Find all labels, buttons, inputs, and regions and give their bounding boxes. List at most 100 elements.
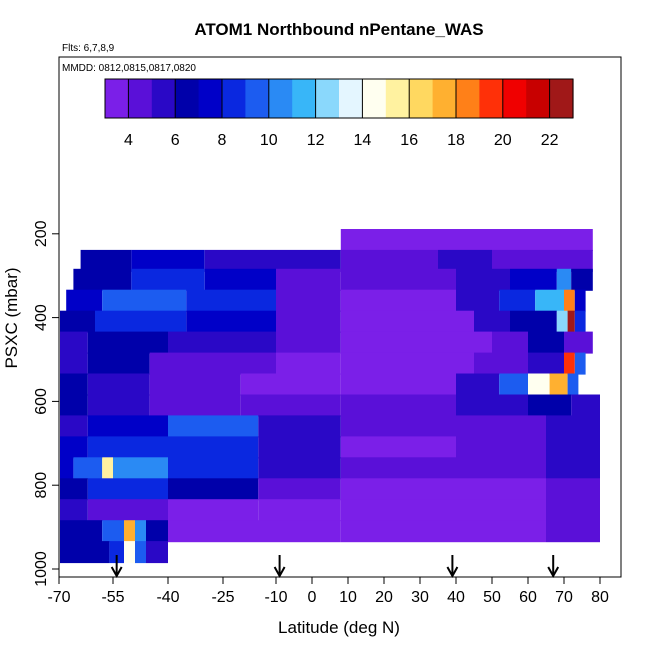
heatmap-cell xyxy=(146,541,168,564)
heatmap-cell xyxy=(340,520,546,543)
colorbar-swatch xyxy=(549,79,574,118)
heatmap-cell xyxy=(60,499,88,522)
colorbar-swatch xyxy=(432,79,457,118)
heatmap-cell xyxy=(574,310,586,333)
heatmap-cell xyxy=(564,331,593,354)
heatmap-cell xyxy=(102,457,113,480)
heatmap-cell xyxy=(456,268,510,291)
heatmap-cell xyxy=(87,436,168,459)
y-tick-label: 200 xyxy=(33,220,50,247)
heatmap-cell xyxy=(456,289,500,312)
colorbar-tick-label: 12 xyxy=(307,132,325,149)
colorbar-tick-label: 4 xyxy=(124,132,133,149)
heatmap-cell xyxy=(546,415,600,438)
heatmap-cell xyxy=(340,229,593,251)
colorbar-swatch xyxy=(315,79,340,118)
heatmap-cell xyxy=(73,268,132,291)
heatmap-cell xyxy=(456,478,546,501)
x-tick-label: 0 xyxy=(308,589,317,606)
arrow-head xyxy=(446,566,459,579)
x-tick-label: -25 xyxy=(211,589,234,606)
heatmap-cell xyxy=(528,373,550,396)
heatmap-cell xyxy=(340,478,456,501)
heatmap-cell xyxy=(168,499,259,522)
heatmap-cell xyxy=(574,289,586,312)
y-axis: 200 400 600 800 1000 xyxy=(33,220,59,587)
colorbar-tick-label: 8 xyxy=(218,132,227,149)
heatmap-cell xyxy=(528,394,572,417)
heatmap-cell xyxy=(549,373,568,396)
heatmap-cell xyxy=(528,352,564,375)
x-tick-label: 50 xyxy=(483,589,501,606)
heatmap-cell xyxy=(276,268,341,291)
heatmap-cell xyxy=(510,310,557,333)
colorbar-tick-label: 16 xyxy=(400,132,418,149)
heatmap-cell xyxy=(340,289,456,312)
x-tick-label: 60 xyxy=(519,589,537,606)
heatmap-cell xyxy=(556,268,572,291)
heatmap-cell xyxy=(131,249,205,272)
colorbar-swatch xyxy=(105,79,129,118)
colorbar-swatch xyxy=(198,79,223,118)
heatmap-cell xyxy=(340,249,438,272)
heatmap-cell xyxy=(149,373,241,396)
colorbar-swatch xyxy=(385,79,410,118)
heatmap-cell xyxy=(492,249,528,272)
x-axis-label: Latitude (deg N) xyxy=(278,618,400,637)
colorbar-swatch xyxy=(479,79,504,118)
heatmap-cell xyxy=(60,436,88,459)
heatmap-cell xyxy=(60,310,95,333)
heatmap-cell xyxy=(146,520,168,543)
heatmap-cell xyxy=(102,289,187,312)
heatmap-cell xyxy=(168,436,259,459)
colorbar-tick-label: 14 xyxy=(354,132,372,149)
heatmap-cell xyxy=(340,310,474,333)
heatmap-cell xyxy=(276,289,341,312)
colorbar-frame xyxy=(104,78,574,119)
heatmap-cell xyxy=(456,394,528,417)
heatmap-cell xyxy=(168,520,341,543)
heatmap-cell xyxy=(204,268,276,291)
heatmap-cell xyxy=(556,310,568,333)
colorbar-swatch xyxy=(175,79,200,118)
heatmap-cell xyxy=(571,268,593,291)
heatmap-cell xyxy=(60,373,88,396)
x-tick-label: 40 xyxy=(447,589,465,606)
heatmap-cell xyxy=(510,268,557,291)
heatmap-cell xyxy=(60,331,88,354)
heatmap-cell xyxy=(456,415,546,438)
heatmap-cell xyxy=(80,249,132,272)
colorbar-swatch xyxy=(339,79,363,118)
heatmap-cell xyxy=(340,373,456,396)
flights-label: Flts: 6,7,8,9 xyxy=(62,43,115,54)
heatmap-cell xyxy=(456,436,546,459)
heatmap-cell xyxy=(499,373,528,396)
heatmap-cell xyxy=(102,520,124,543)
colorbar-swatch xyxy=(151,79,176,118)
y-tick-label: 600 xyxy=(33,388,50,415)
heatmap-cell xyxy=(149,394,241,417)
heatmap-cell xyxy=(492,331,528,354)
arrow-markers xyxy=(110,555,560,579)
heatmap-cell xyxy=(124,541,135,564)
x-tick-label: 20 xyxy=(375,589,393,606)
heatmap-cell xyxy=(340,436,456,459)
heatmap-cell xyxy=(571,394,600,417)
heatmap-cell xyxy=(149,352,276,375)
heatmap-cell xyxy=(340,394,456,417)
heatmap-cell xyxy=(131,268,205,291)
x-tick-label: -10 xyxy=(264,589,287,606)
colorbar-swatch xyxy=(409,79,434,118)
colorbar-swatch xyxy=(222,79,246,118)
colorbar-swatch xyxy=(245,79,270,118)
heatmap-cell xyxy=(276,310,341,333)
heatmap-cell xyxy=(124,520,135,543)
heatmap-cell xyxy=(60,478,88,501)
heatmap-cell xyxy=(60,352,88,375)
x-tick-label: -70 xyxy=(47,589,70,606)
heatmap-cell xyxy=(258,499,341,522)
heatmap-cell xyxy=(186,310,276,333)
heatmap-cell xyxy=(87,415,168,438)
heatmap-cell xyxy=(109,541,124,564)
heatmap-cell xyxy=(60,394,88,417)
